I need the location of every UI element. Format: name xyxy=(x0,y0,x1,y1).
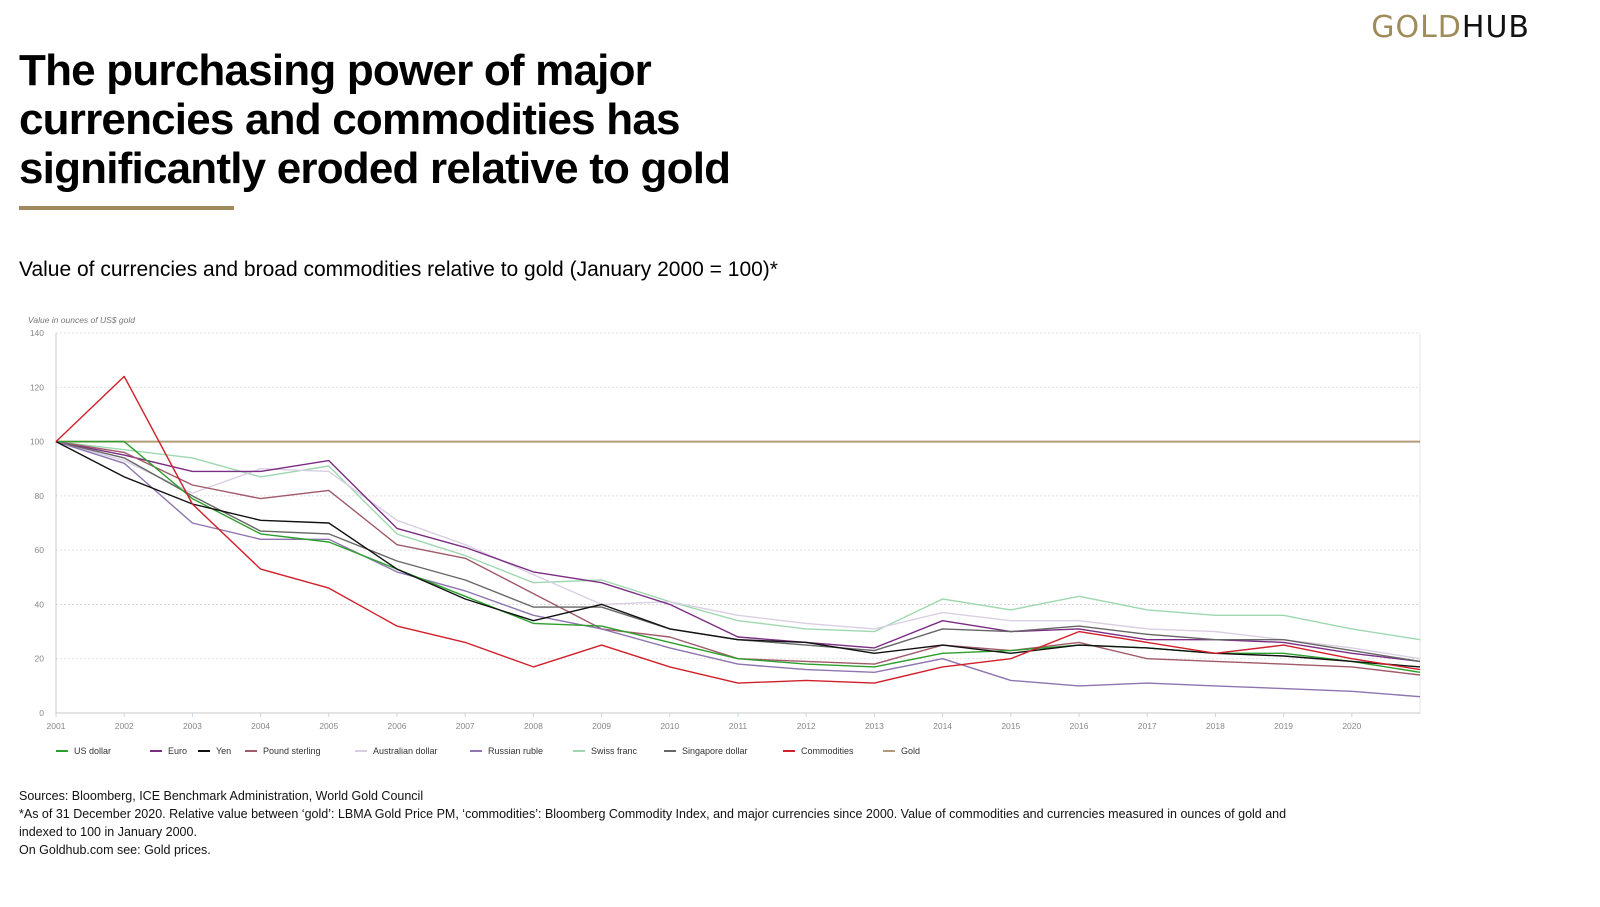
x-tick-label: 2017 xyxy=(1138,721,1157,731)
x-tick-labels: 2001 2002 2003 2004 2005 2006 2007 2008 2009 2010… xyxy=(47,721,1362,731)
y-tick-label: 0 xyxy=(39,708,44,718)
x-tick-label: 2004 xyxy=(251,721,270,731)
x-tick-label: 2019 xyxy=(1274,721,1293,731)
series-line-commodities xyxy=(55,375,1421,684)
legend-item-yen: Yen xyxy=(198,746,231,756)
y-tick-label: 20 xyxy=(35,654,45,664)
x-tick-label: 2007 xyxy=(456,721,475,731)
legend-item-swiss-franc: Swiss franc xyxy=(573,746,638,756)
legend-item-singapore-dollar: Singapore dollar xyxy=(664,746,748,756)
legend-label: Euro xyxy=(168,746,187,756)
goldhub-logo: GOLDHUB xyxy=(1371,10,1530,45)
x-tick-label: 2012 xyxy=(797,721,816,731)
x-tick-label: 2010 xyxy=(660,721,679,731)
x-tick-label: 2009 xyxy=(592,721,611,731)
series-line-euro xyxy=(55,440,1421,663)
line-chart: Value in ounces of US$ gold 0 20 40 60 80 100… xyxy=(28,315,1421,756)
y-tick-label: 140 xyxy=(30,328,44,338)
x-tick-label: 2015 xyxy=(1001,721,1020,731)
legend-item-russian-ruble: Russian ruble xyxy=(470,746,543,756)
legend-label: US dollar xyxy=(74,746,111,756)
y-axis-label: Value in ounces of US$ gold xyxy=(28,315,135,325)
logo-hub-text: HUB xyxy=(1461,10,1530,45)
legend: US dollar Euro Yen Pound sterling Australian… xyxy=(56,746,920,756)
series-line-yen xyxy=(55,440,1421,668)
legend-item-us-dollar: US dollar xyxy=(56,746,111,756)
title-line-1: The purchasing power of major xyxy=(19,46,652,95)
legend-item-euro: Euro xyxy=(150,746,187,756)
y-tick-label: 40 xyxy=(35,599,45,609)
footer: Sources: Bloomberg, ICE Benchmark Admini… xyxy=(19,787,1286,859)
footnote-line-2: indexed to 100 in January 2000. xyxy=(19,825,197,839)
legend-item-gold: Gold xyxy=(883,746,920,756)
sources-text: Sources: Bloomberg, ICE Benchmark Admini… xyxy=(19,789,424,803)
legend-label: Gold xyxy=(901,746,920,756)
y-tick-label: 60 xyxy=(35,545,45,555)
title-divider xyxy=(19,206,234,210)
series-line-russian-ruble xyxy=(55,440,1421,698)
legend-label: Russian ruble xyxy=(488,746,543,756)
logo-gold-text: GOLD xyxy=(1371,10,1462,45)
goldhub-link-text[interactable]: On Goldhub.com see: Gold prices. xyxy=(19,843,211,857)
x-tick-label: 2001 xyxy=(47,721,66,731)
y-tick-label: 80 xyxy=(35,491,45,501)
x-tick-label: 2014 xyxy=(933,721,952,731)
legend-item-pound-sterling: Pound sterling xyxy=(245,746,321,756)
x-tick-label: 2011 xyxy=(729,721,748,731)
legend-label: Pound sterling xyxy=(263,746,321,756)
y-tick-labels: 0 20 40 60 80 100 120 140 xyxy=(30,328,44,718)
legend-label: Swiss franc xyxy=(591,746,638,756)
series-line-swiss-franc xyxy=(55,440,1421,641)
page-title: The purchasing power of major currencies… xyxy=(19,46,731,193)
legend-label: Yen xyxy=(216,746,231,756)
x-tick-label: 2016 xyxy=(1070,721,1089,731)
axes xyxy=(55,333,1421,717)
y-tick-label: 120 xyxy=(30,382,44,392)
footnote-line-1: *As of 31 December 2020. Relative value … xyxy=(19,807,1287,821)
x-tick-label: 2005 xyxy=(319,721,338,731)
gridlines xyxy=(56,332,1420,660)
legend-item-commodities: Commodities xyxy=(783,746,854,756)
series-line-australian-dollar xyxy=(55,440,1421,660)
x-tick-label: 2002 xyxy=(115,721,134,731)
x-tick-label: 2003 xyxy=(183,721,202,731)
series-line-singapore-dollar xyxy=(55,440,1421,663)
x-tick-label: 2018 xyxy=(1206,721,1225,731)
series-lines xyxy=(55,375,1421,698)
x-tick-label: 2008 xyxy=(524,721,543,731)
y-tick-label: 100 xyxy=(30,437,44,447)
legend-label: Australian dollar xyxy=(373,746,438,756)
chart-title: Value of currencies and broad commoditie… xyxy=(19,258,778,281)
x-tick-label: 2020 xyxy=(1342,721,1361,731)
x-tick-label: 2006 xyxy=(388,721,407,731)
legend-label: Singapore dollar xyxy=(682,746,748,756)
title-line-3: significantly eroded relative to gold xyxy=(19,144,731,193)
title-line-2: currencies and commodities has xyxy=(19,95,680,144)
legend-label: Commodities xyxy=(801,746,854,756)
x-tick-label: 2013 xyxy=(865,721,884,731)
legend-item-australian-dollar: Australian dollar xyxy=(355,746,438,756)
